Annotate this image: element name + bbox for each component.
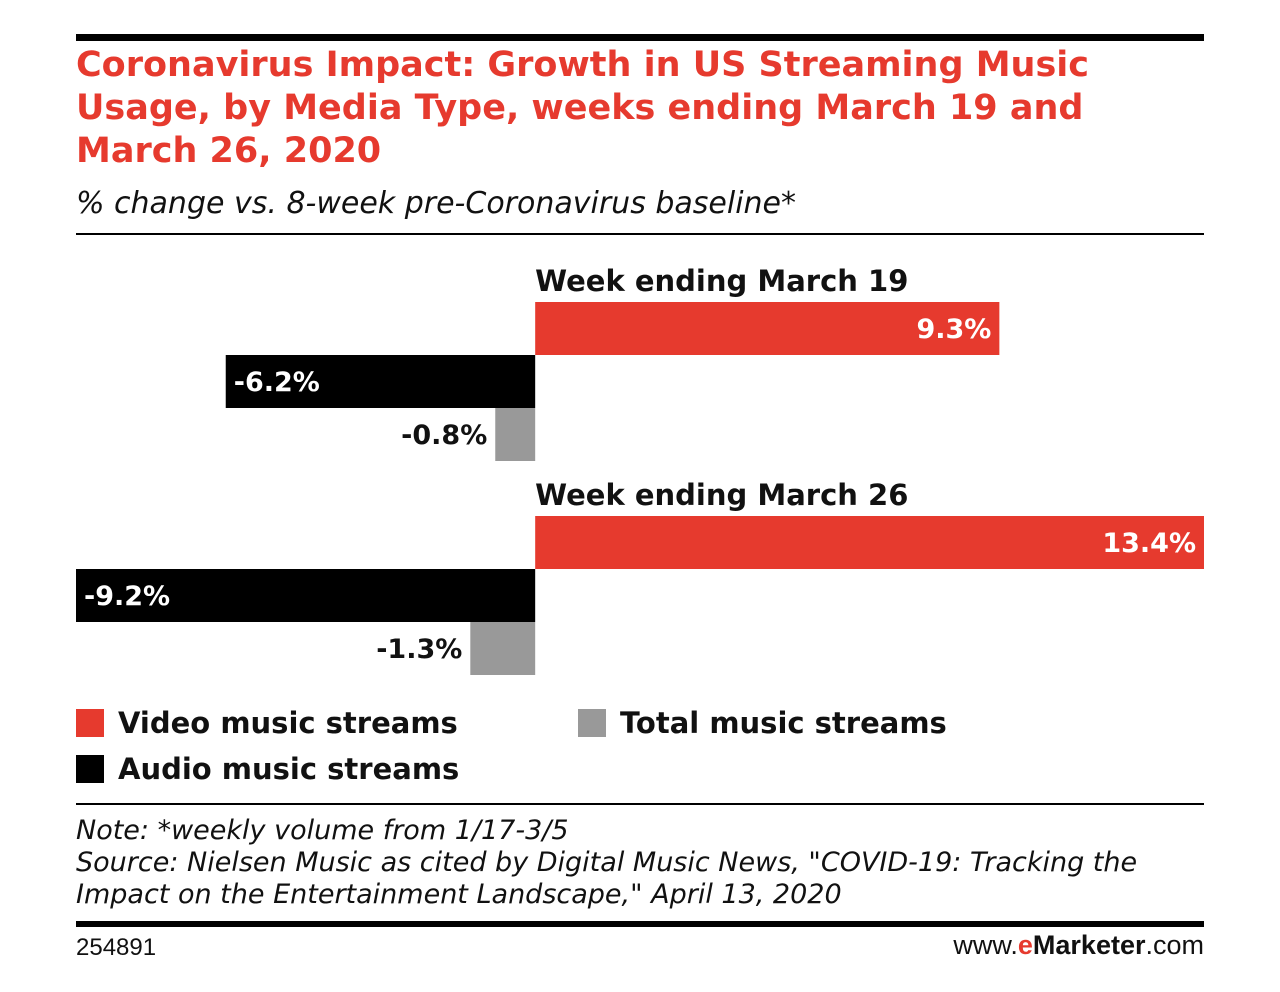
chart-subtitle: % change vs. 8-week pre-Coronavirus base…	[76, 186, 797, 221]
data-label: 13.4%	[1102, 528, 1196, 559]
subtitle-rule	[76, 233, 1204, 235]
legend-swatch-total	[578, 709, 606, 737]
bar	[535, 516, 1204, 569]
bottom-rule	[76, 921, 1204, 927]
legend-total: Total music streams	[578, 706, 947, 740]
legend-swatch-audio	[76, 755, 104, 783]
group-label: Week ending March 26	[535, 478, 908, 512]
note-text: Note: *weekly volume from 1/17-3/5	[76, 815, 569, 846]
chart-title: Coronavirus Impact: Growth in US Streami…	[76, 45, 1090, 171]
legend-video: Video music streams	[76, 706, 458, 740]
data-label: 9.3%	[916, 314, 991, 345]
legend-swatch-video	[76, 709, 104, 737]
brand-e: e	[1017, 930, 1033, 960]
bar	[495, 408, 536, 461]
source-text: Source: Nielsen Music as cited by Digita…	[76, 847, 1138, 910]
chart-id: 254891	[76, 934, 157, 961]
bar	[76, 569, 536, 622]
bar	[535, 302, 1000, 355]
brand-name: Marketer	[1032, 930, 1146, 960]
chart-note: Note: *weekly volume from 1/17-3/5 Sourc…	[76, 815, 1204, 911]
legend-label-audio: Audio music streams	[118, 752, 460, 786]
brand-suffix: .com	[1145, 930, 1204, 960]
note-rule	[76, 803, 1204, 805]
data-label: -0.8%	[401, 420, 487, 451]
legend-label-video: Video music streams	[118, 706, 458, 740]
data-label: -6.2%	[234, 367, 320, 398]
data-label: -1.3%	[376, 634, 462, 665]
bar-chart: Week ending March 19 9.3% -6.2% -0.8% Week e…	[76, 264, 1204, 675]
brand-link[interactable]: www.eMarketer.com	[953, 930, 1204, 961]
group-label: Week ending March 19	[535, 264, 908, 298]
bar	[470, 622, 536, 675]
bar	[225, 355, 536, 408]
brand-prefix: www.	[953, 930, 1018, 960]
top-rule	[76, 34, 1204, 41]
legend-label-total: Total music streams	[620, 706, 947, 740]
data-label: -9.2%	[84, 581, 170, 612]
legend-audio: Audio music streams	[76, 752, 459, 786]
